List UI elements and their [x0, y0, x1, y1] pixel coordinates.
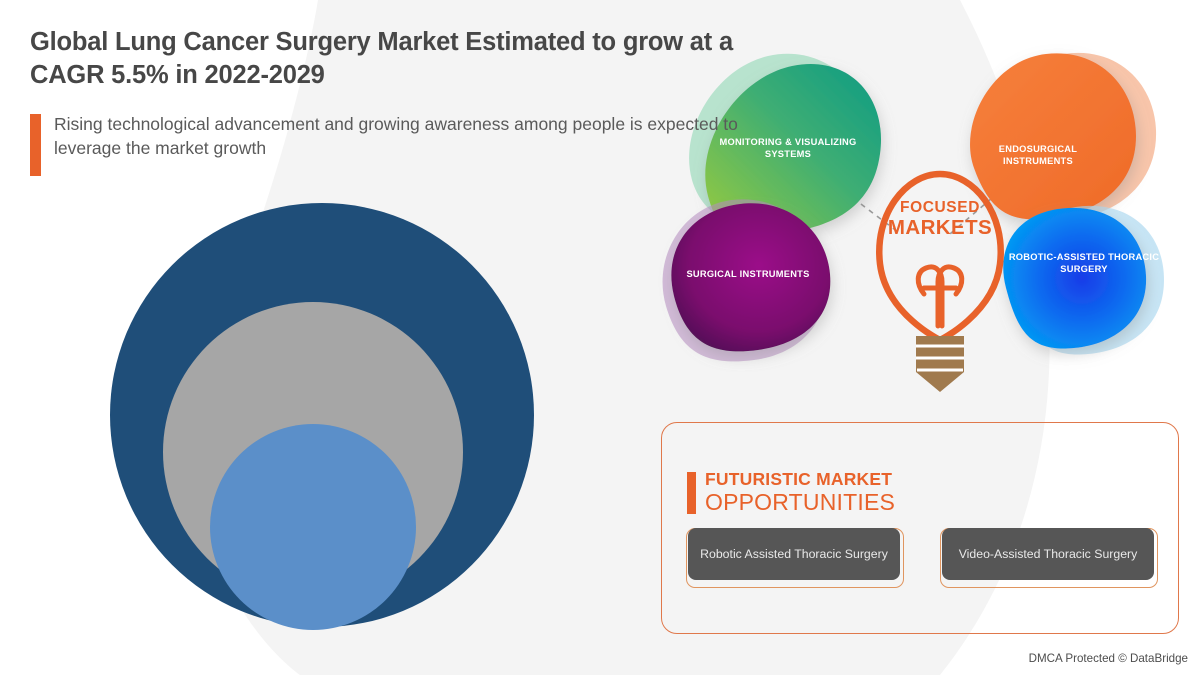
opportunity-chip-frame[interactable]: Robotic Assisted Thoracic Surgery [686, 528, 904, 588]
opportunity-chip-label[interactable]: Video-Assisted Thoracic Surgery [942, 528, 1154, 580]
focused-markets-label: FOCUSED MARKETS [860, 200, 1020, 238]
blob-robotic [1003, 205, 1164, 355]
opportunities-heading: FUTURISTIC MARKET OPPORTUNITIES [687, 469, 896, 515]
hot-bets-heading: Hot Bets [277, 498, 353, 519]
blob-surgical [662, 199, 831, 362]
opportunities-chip-list: Robotic Assisted Thoracic Surgery Video-… [686, 528, 1158, 588]
focused-markets-line2: MARKETS [887, 215, 993, 239]
client-focus-heading: Client Focus [261, 367, 369, 388]
hot-bets-sub-line2: Video-Assisted Thoracic Surgery [232, 541, 398, 554]
opportunity-chip-label[interactable]: Robotic Assisted Thoracic Surgery [688, 528, 900, 580]
blob-label-robotic: ROBOTIC-ASSISTED THORACIC SURGERY [1008, 252, 1160, 275]
label-client-focus: Client Focus Surgical Instruments, Monit… [125, 367, 505, 425]
header: Global Lung Cancer Surgery Market Estima… [30, 26, 740, 177]
blob-label-surgical: SURGICAL INSTRUMENTS [686, 269, 810, 279]
page-subtitle: Rising technological advancement and gro… [54, 114, 738, 159]
clients-potential-heading: Clients Potential [251, 256, 393, 277]
subtitle-block: Rising technological advancement and gro… [30, 112, 740, 177]
blob-endosurgical [970, 52, 1157, 220]
focused-markets-line1: FOCUSED [900, 199, 980, 216]
opportunities-heading-line1: FUTURISTIC MARKET [705, 469, 893, 489]
client-focus-sub: Surgical Instruments, Monitoring & Visua… [139, 395, 491, 423]
opportunities-heading-line2: OPPORTUNITIES [705, 488, 896, 515]
opportunities-accent-bar [687, 472, 696, 514]
label-clients-potential: Clients Potential Thoracotomy, Minimally… [122, 256, 522, 299]
accent-bar [30, 114, 41, 177]
blob-label-endosurgical: ENDOSURGICAL INSTRUMENTS [998, 144, 1078, 167]
label-hot-bets: Hot Bets Robotic Assisted Thoracic Surge… [180, 498, 450, 556]
futuristic-opportunities-card: FUTURISTIC MARKET OPPORTUNITIES Robotic … [661, 422, 1179, 634]
page-title: Global Lung Cancer Surgery Market Estima… [30, 28, 733, 90]
footer-credit: DMCA Protected © DataBridge [1028, 652, 1188, 665]
opportunity-chip-frame[interactable]: Video-Assisted Thoracic Surgery [940, 528, 1158, 588]
circle-client-focus [163, 302, 463, 602]
clients-potential-sub: Thoracotomy, Minimally Invasive Surgerie… [213, 284, 431, 297]
hot-bets-sub-line1: Robotic Assisted Thoracic Surgery [228, 526, 402, 539]
